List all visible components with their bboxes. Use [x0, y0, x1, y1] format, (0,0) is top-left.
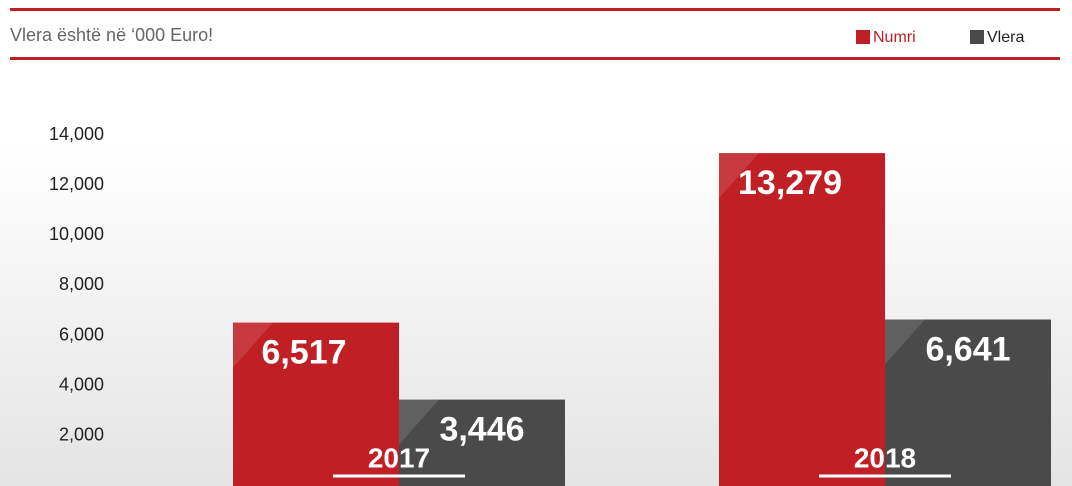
- header-rule: [10, 8, 1060, 11]
- header-rule: [10, 57, 1060, 60]
- value-label: 6,517: [261, 334, 346, 372]
- legend-swatch: [970, 30, 984, 44]
- legend-label: Numri: [873, 29, 916, 46]
- bar: [399, 399, 565, 486]
- y-tick-label: 4,000: [59, 374, 104, 394]
- bar-highlight: [233, 322, 273, 368]
- y-tick-label: 6,000: [59, 324, 104, 344]
- bar-highlight: [399, 399, 439, 445]
- y-tick-label: 14,000: [49, 124, 104, 144]
- value-label: 3,446: [439, 411, 524, 449]
- bar-highlight: [885, 319, 925, 365]
- bar-highlight: [719, 153, 759, 199]
- x-tick-label: 2017: [368, 442, 430, 473]
- x-tick-label: 2018: [854, 442, 916, 473]
- y-tick-label: 10,000: [49, 224, 104, 244]
- value-label: 6,641: [925, 330, 1010, 368]
- y-tick-label: 12,000: [49, 174, 104, 194]
- legend-swatch: [856, 30, 870, 44]
- legend-label: Vlera: [987, 29, 1024, 46]
- bar: [885, 319, 1051, 486]
- chart-title: Vlera është në ‘000 Euro!: [10, 25, 213, 45]
- bar: [719, 153, 885, 486]
- bar: [233, 322, 399, 486]
- y-tick-label: 8,000: [59, 274, 104, 294]
- y-tick-label: 2,000: [59, 425, 104, 445]
- value-label: 13,279: [738, 164, 842, 202]
